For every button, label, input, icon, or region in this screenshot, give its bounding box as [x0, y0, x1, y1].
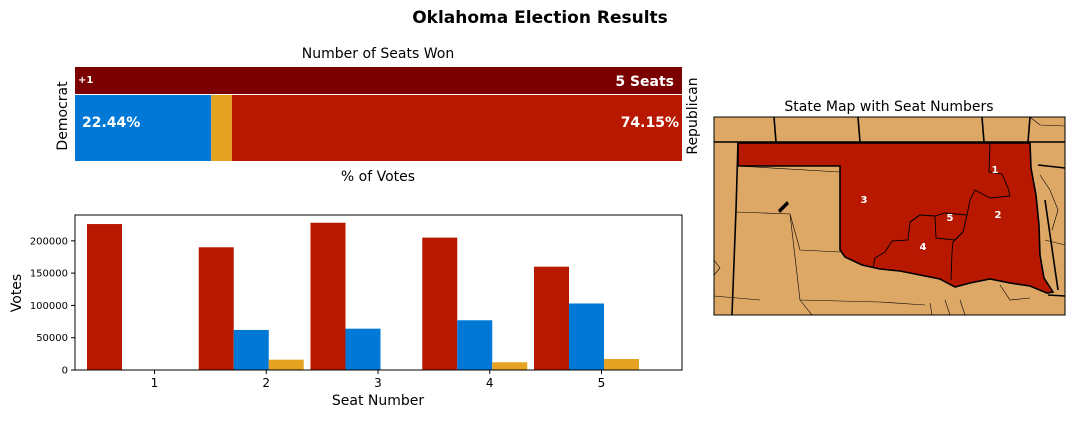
map-frame — [713, 116, 1066, 316]
bar-seat-3-republican — [310, 222, 346, 370]
seats-count-label: 5 Seats — [615, 74, 674, 90]
district-label-3: 3 — [861, 195, 868, 206]
votes-ylabel: Votes — [9, 274, 25, 312]
vote-share-segment-republican — [231, 95, 683, 161]
bar-seat-3-democrat — [345, 328, 381, 370]
bar-seat-1-republican — [87, 224, 122, 370]
bar-seat-4-other — [492, 362, 528, 370]
votes-bars — [87, 222, 639, 370]
votes-xlabel: Seat Number — [332, 393, 425, 409]
x-tick-label: 3 — [374, 376, 382, 390]
district-label-5: 5 — [947, 213, 954, 224]
vote-share-bar: 22.44% 74.15% — [75, 95, 683, 161]
bar-seat-5-other — [604, 359, 639, 370]
republican-vote-share-label: 74.15% — [621, 115, 679, 131]
map-title: State Map with Seat Numbers — [784, 99, 993, 115]
y-tick-label: 150000 — [30, 269, 68, 280]
figure-title: Oklahoma Election Results — [412, 8, 668, 28]
seats-chart: Number of Seats Won +1 5 Seats 22.44% 74.… — [55, 46, 701, 185]
district-label-4: 4 — [920, 242, 927, 253]
democrat-axis-label: Democrat — [55, 81, 71, 151]
district-label-2: 2 — [995, 210, 1002, 221]
bar-seat-4-republican — [422, 237, 458, 370]
neighbor-state-borders — [714, 117, 1065, 315]
district-borders — [872, 142, 1011, 281]
x-tick-label: 1 — [151, 376, 159, 390]
vote-share-xlabel: % of Votes — [341, 169, 415, 185]
x-tick-label: 5 — [598, 376, 606, 390]
seats-chart-title: Number of Seats Won — [302, 46, 454, 62]
oklahoma-state-shape — [737, 142, 1055, 294]
bar-seat-2-democrat — [233, 329, 269, 370]
democrat-vote-share-label: 22.44% — [82, 115, 140, 131]
y-tick-label: 0 — [62, 366, 68, 377]
bar-seat-2-republican — [198, 247, 234, 370]
seats-bar — [75, 67, 682, 94]
county-borders — [714, 117, 1065, 315]
bar-seat-4-democrat — [457, 320, 493, 370]
seats-change-label: +1 — [78, 75, 93, 86]
x-tick-label: 2 — [262, 376, 270, 390]
y-tick-label: 50000 — [36, 333, 68, 344]
votes-chart: 0 50000 100000 150000 200000 1 2 3 4 5 Votes Sea… — [9, 214, 683, 409]
lake-feature — [778, 201, 789, 213]
y-tick-label: 200000 — [30, 236, 68, 247]
votes-x-axis: 1 2 3 4 5 — [151, 370, 606, 390]
vote-share-segment-democrat — [75, 95, 212, 161]
bar-seat-5-republican — [534, 266, 569, 370]
state-map: State Map with Seat Numbers — [713, 99, 1066, 316]
district-labels: 1 2 3 4 5 — [861, 165, 1002, 253]
vote-share-segment-other — [211, 95, 232, 161]
votes-y-axis: 0 50000 100000 150000 200000 — [30, 236, 75, 377]
district-label-1: 1 — [992, 165, 999, 176]
bar-seat-5-democrat — [569, 303, 604, 370]
republican-axis-label: Republican — [685, 77, 701, 154]
y-tick-label: 100000 — [30, 301, 68, 312]
bar-seat-2-other — [268, 359, 304, 370]
x-tick-label: 4 — [486, 376, 494, 390]
